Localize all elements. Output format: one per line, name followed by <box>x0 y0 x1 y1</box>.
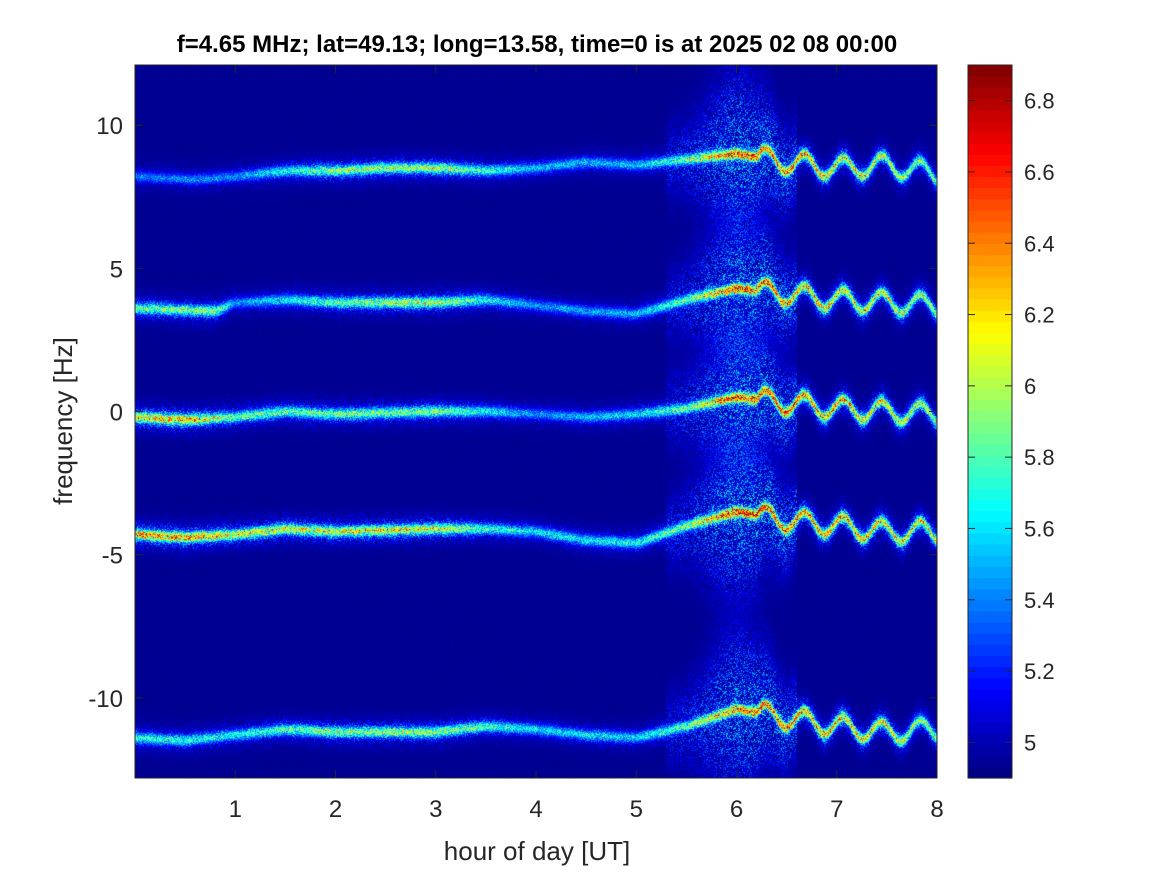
colorbar-segment <box>968 454 1012 467</box>
colorbar-segment <box>968 276 1012 289</box>
y-tick-label: 10 <box>96 113 123 140</box>
y-tick-label: -5 <box>102 543 123 570</box>
colorbar-segment <box>968 677 1012 690</box>
colorbar-segment <box>968 633 1012 645</box>
y-axis-ticks: -10 -5 0 5 10 <box>88 113 937 713</box>
x-tick-label: 7 <box>830 796 843 823</box>
x-axis-ticks: 1 2 3 4 5 6 7 8 <box>229 65 944 823</box>
colorbar-segment <box>968 588 1012 601</box>
chart-title: f=4.65 MHz; lat=49.13; long=13.58, time=… <box>177 31 897 58</box>
x-tick-label: 6 <box>730 796 743 823</box>
colorbar-segment <box>968 666 1012 679</box>
colorbar-tick-label: 5.4 <box>1024 588 1055 613</box>
colorbar-segment <box>968 388 1012 400</box>
x-axis-label: hour of day [UT] <box>444 836 630 866</box>
x-tick-label: 1 <box>229 796 242 823</box>
colorbar-segment <box>968 109 1012 122</box>
colorbar-segment <box>968 722 1012 735</box>
colorbar-segment <box>968 310 1012 322</box>
colorbar-segment <box>968 610 1012 623</box>
colorbar-segment <box>968 232 1012 244</box>
colorbar-segment <box>968 198 1012 211</box>
colorbar-segment <box>968 76 1012 88</box>
colorbar-segment <box>968 376 1012 389</box>
colorbar-segment <box>968 343 1012 356</box>
colorbar-segment <box>968 421 1012 434</box>
colorbar-segment <box>968 443 1012 456</box>
colorbar-segment <box>968 209 1012 222</box>
y-axis-label: frequency [Hz] <box>48 337 78 505</box>
colorbar-segment <box>968 131 1012 144</box>
colorbar-segment <box>968 165 1012 178</box>
colorbar-segment <box>968 142 1012 155</box>
colorbar-tick-label: 6.4 <box>1024 231 1055 256</box>
colorbar-segment <box>968 321 1012 333</box>
colorbar-segment <box>968 432 1012 445</box>
colorbar-segment <box>968 65 1012 77</box>
x-tick-label: 8 <box>930 796 943 823</box>
colorbar-segment <box>968 265 1012 278</box>
colorbar-tick-label: 5 <box>1024 730 1036 755</box>
colorbar-segment <box>968 555 1012 567</box>
x-tick-label: 5 <box>630 796 643 823</box>
x-tick-label: 4 <box>529 796 542 823</box>
y-tick-label: 0 <box>110 399 123 426</box>
y-tick-label: 5 <box>110 256 123 283</box>
x-tick-label: 3 <box>429 796 442 823</box>
colorbar-segment <box>968 254 1012 267</box>
colorbar-segment <box>968 243 1012 255</box>
colorbar-segment <box>968 577 1012 590</box>
colorbar-segment <box>968 410 1012 423</box>
colorbar-segment <box>968 477 1012 489</box>
colorbar-segment <box>968 332 1012 345</box>
colorbar-tick-label: 6.6 <box>1024 160 1055 185</box>
colorbar-segment <box>968 499 1012 512</box>
colorbar-segment <box>968 766 1012 779</box>
colorbar-tick-label: 5.8 <box>1024 445 1055 470</box>
colorbar-tick-label: 5.2 <box>1024 659 1055 684</box>
colorbar-segment <box>968 755 1012 768</box>
colorbar-segment <box>968 176 1012 189</box>
colorbar-segment <box>968 98 1012 111</box>
colorbar-segment <box>968 466 1012 478</box>
colorbar-segment <box>968 354 1012 367</box>
colorbar-frame <box>967 64 1013 779</box>
colorbar-segment <box>968 599 1012 612</box>
colorbar-segment <box>968 488 1012 501</box>
colorbar-segment <box>968 365 1012 378</box>
y-tick-label: -10 <box>88 686 123 713</box>
colorbar-segment <box>968 688 1012 701</box>
colorbar-segment <box>968 655 1012 668</box>
colorbar-segment <box>968 298 1012 311</box>
colorbar-segment <box>968 521 1012 534</box>
colorbar-tick-label: 5.6 <box>1024 516 1055 541</box>
colorbar-segment <box>968 744 1012 757</box>
plot-area <box>135 65 937 778</box>
colorbar-tick-label: 6.8 <box>1024 89 1055 114</box>
colorbar-segment <box>968 87 1012 100</box>
colorbar-segment <box>968 566 1012 579</box>
colorbar-segment <box>968 532 1012 545</box>
colorbar-segment <box>968 733 1012 746</box>
colorbar-segment <box>968 399 1012 411</box>
colorbar: 5 5.2 5.4 5.6 5.8 6 6.2 6.4 6.6 6.8 <box>967 64 1055 779</box>
spectrogram-image <box>135 65 937 778</box>
colorbar-segment <box>968 700 1012 712</box>
colorbar-segment <box>968 510 1012 523</box>
colorbar-tick-label: 6 <box>1024 374 1036 399</box>
colorbar-segment <box>968 711 1012 723</box>
colorbar-segment <box>968 644 1012 657</box>
colorbar-segment <box>968 120 1012 133</box>
colorbar-segment <box>968 154 1012 166</box>
colorbar-segment <box>968 622 1012 634</box>
colorbar-segment <box>968 220 1012 233</box>
colorbar-segment <box>968 544 1012 556</box>
colorbar-segment <box>968 187 1012 200</box>
colorbar-segment <box>968 287 1012 300</box>
colorbar-tick-label: 6.2 <box>1024 303 1055 328</box>
x-tick-label: 2 <box>329 796 342 823</box>
